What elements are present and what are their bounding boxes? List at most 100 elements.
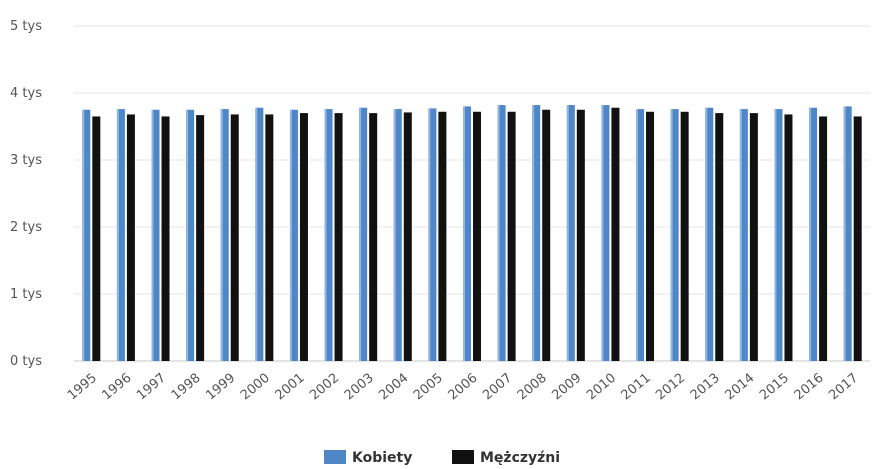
bar-kobiety-2015[interactable] [774, 109, 783, 361]
bar-kobiety-2014[interactable] [739, 109, 748, 361]
bar-kobiety-2007[interactable] [497, 105, 506, 361]
bar-kobiety-2003[interactable] [359, 107, 368, 362]
bar-mezczyzni-2000[interactable] [265, 114, 274, 361]
legend: Kobiety Mężczyźni [324, 450, 560, 466]
bar-highlight [739, 109, 742, 361]
bar-highlight [670, 109, 673, 361]
y-tick-label: 0 tys [10, 354, 42, 369]
x-tick-label: 1995 [65, 371, 100, 404]
bar-highlight [497, 105, 500, 361]
x-tick-label: 2014 [722, 371, 757, 404]
bar-highlight [186, 109, 189, 361]
bar-kobiety-2009[interactable] [566, 105, 575, 361]
bar-kobiety-2008[interactable] [532, 105, 541, 361]
bar-highlight [393, 109, 396, 361]
bar-mezczyzni-2004[interactable] [403, 112, 412, 362]
bar-highlight [116, 109, 119, 361]
bar-kobiety-2001[interactable] [289, 109, 298, 361]
bar-kobiety-2002[interactable] [324, 109, 333, 361]
bar-kobiety-2010[interactable] [601, 105, 610, 361]
bar-mezczyzni-2007[interactable] [507, 111, 516, 361]
bar-highlight [705, 107, 708, 362]
bar-mezczyzni-2015[interactable] [784, 114, 793, 361]
bar-mezczyzni-2016[interactable] [819, 116, 828, 361]
y-tick-label: 1 tys [10, 287, 42, 302]
bar-mezczyzni-2014[interactable] [749, 113, 758, 361]
bar-mezczyzni-2013[interactable] [715, 113, 724, 361]
bar-highlight [255, 107, 258, 362]
bar-mezczyzni-1996[interactable] [126, 114, 135, 361]
y-tick-label: 5 tys [10, 19, 42, 34]
bar-mezczyzni-2010[interactable] [611, 107, 620, 362]
bar-kobiety-2016[interactable] [809, 107, 818, 362]
bar-kobiety-1996[interactable] [116, 109, 125, 361]
y-tick-label: 3 tys [10, 153, 42, 168]
bar-kobiety-2012[interactable] [670, 109, 679, 361]
bar-highlight [774, 109, 777, 361]
x-tick-label: 2016 [792, 371, 827, 404]
bar-mezczyzni-2012[interactable] [680, 111, 689, 361]
x-tick-label: 2015 [757, 371, 792, 404]
bar-highlight [532, 105, 535, 361]
y-tick-label: 2 tys [10, 220, 42, 235]
x-tick-label: 2010 [584, 371, 619, 404]
bar-mezczyzni-2006[interactable] [473, 111, 481, 361]
x-tick-label: 2004 [376, 371, 411, 404]
bar-mezczyzni-1999[interactable] [230, 114, 239, 361]
bar-highlight [463, 106, 465, 362]
bar-highlight [82, 109, 85, 361]
x-axis-tick-labels: 1995 1996 1997 1998 1999 2000 2001 2002 2003 2004… [65, 371, 861, 404]
bar-mezczyzni-2005[interactable] [438, 111, 447, 361]
bar-highlight [601, 105, 604, 361]
x-tick-label: 2001 [273, 371, 308, 404]
bar-kobiety-2013[interactable] [705, 107, 714, 362]
bar-kobiety-2006[interactable] [463, 106, 471, 362]
x-tick-label: 2012 [653, 371, 688, 404]
x-tick-label: 2006 [446, 371, 481, 404]
bar-mezczyzni-1995[interactable] [92, 116, 101, 361]
legend-label-kobiety[interactable]: Kobiety [352, 450, 412, 466]
x-tick-label: 2003 [342, 371, 377, 404]
bar-mezczyzni-2017[interactable] [853, 116, 862, 361]
x-tick-label: 2011 [619, 371, 654, 404]
legend-swatch-mezczyzni[interactable] [452, 450, 474, 464]
x-tick-label: 2013 [688, 371, 723, 404]
bar-highlight [289, 109, 292, 361]
bar-highlight [428, 108, 431, 361]
bar-kobiety-2017[interactable] [843, 106, 852, 362]
bar-highlight [809, 107, 812, 362]
x-tick-label: 1998 [169, 371, 204, 404]
bar-mezczyzni-2002[interactable] [334, 113, 343, 361]
bar-kobiety-2005[interactable] [428, 108, 437, 361]
bar-mezczyzni-2009[interactable] [576, 109, 585, 361]
bar-mezczyzni-2001[interactable] [299, 113, 308, 361]
x-tick-label: 2007 [480, 371, 515, 404]
bar-highlight [843, 106, 846, 362]
bar-kobiety-1999[interactable] [220, 109, 229, 361]
y-axis-tick-labels: 0 tys 1 tys 2 tys 3 tys 4 tys 5 tys [10, 19, 42, 369]
x-tick-label: 2017 [826, 371, 861, 404]
bar-mezczyzni-2008[interactable] [542, 109, 551, 361]
gridlines [74, 25, 870, 362]
bar-highlight [566, 105, 569, 361]
bar-kobiety-1997[interactable] [151, 109, 160, 361]
legend-label-mezczyzni[interactable]: Mężczyźni [480, 450, 560, 466]
bar-highlight [151, 109, 154, 361]
bar-kobiety-2004[interactable] [393, 109, 402, 361]
legend-swatch-kobiety[interactable] [324, 450, 346, 464]
bar-mezczyzni-1998[interactable] [196, 115, 205, 361]
bar-mezczyzni-2011[interactable] [646, 111, 655, 361]
bar-highlight [636, 109, 639, 361]
bar-kobiety-2011[interactable] [636, 109, 645, 361]
bar-mezczyzni-1997[interactable] [161, 116, 170, 361]
bar-mezczyzni-2003[interactable] [369, 113, 378, 361]
bar-kobiety-1995[interactable] [82, 109, 91, 361]
x-tick-label: 1999 [203, 371, 238, 404]
bars [82, 105, 862, 362]
bar-highlight [359, 107, 362, 362]
x-tick-label: 2000 [238, 371, 273, 404]
bar-kobiety-1998[interactable] [186, 109, 195, 361]
bar-kobiety-2000[interactable] [255, 107, 264, 362]
